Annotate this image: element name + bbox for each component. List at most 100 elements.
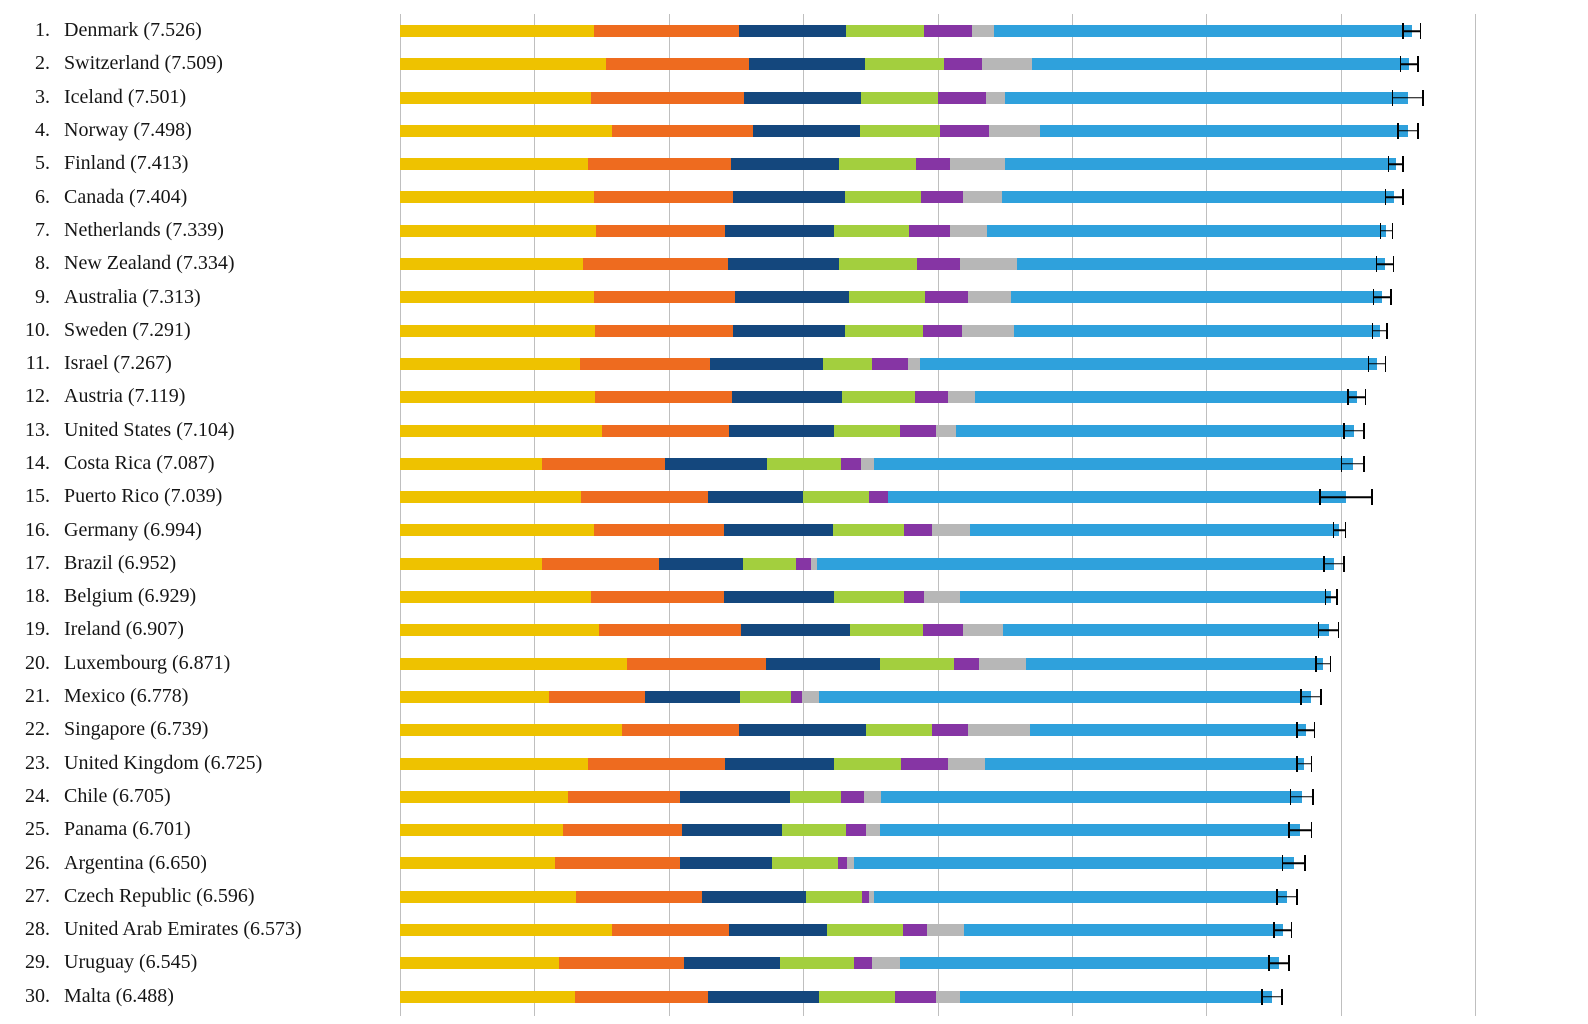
bar-plot-area: [400, 447, 1475, 480]
country-label: United Kingdom (6.725): [64, 752, 400, 775]
bar-segment: [790, 791, 841, 803]
error-bar: [1290, 789, 1314, 805]
bar-segment: [780, 957, 854, 969]
rank-number: 9.: [0, 286, 64, 309]
bar-segment: [400, 25, 594, 37]
bar-segment: [968, 291, 1011, 303]
stacked-bar: [400, 524, 1339, 536]
bar-segment: [1005, 92, 1408, 104]
bar-segment: [1017, 258, 1385, 270]
bar-segment: [1040, 125, 1408, 137]
stacked-bar: [400, 491, 1346, 503]
bar-segment: [904, 524, 932, 536]
bar-segment: [989, 125, 1040, 137]
bar-segment: [732, 391, 842, 403]
bar-segment: [767, 458, 841, 470]
country-label: Singapore (6.739): [64, 718, 400, 741]
bar-plot-area: [400, 147, 1475, 180]
bar-segment: [733, 191, 845, 203]
bar-plot-area: [400, 47, 1475, 80]
bar-segment: [864, 791, 881, 803]
bar-plot-area: [400, 414, 1475, 447]
bar-segment: [400, 691, 549, 703]
bar-segment: [400, 924, 612, 936]
country-label: Denmark (7.526): [64, 19, 400, 42]
bar-segment: [400, 391, 595, 403]
error-bar: [1372, 323, 1388, 339]
bar-segment: [960, 258, 1016, 270]
bar-segment: [400, 558, 542, 570]
rank-number: 11.: [0, 352, 64, 375]
error-bar: [1400, 56, 1419, 72]
bar-segment: [841, 791, 864, 803]
country-row: 25.Panama (6.701): [0, 813, 1588, 846]
bar-segment: [964, 924, 1282, 936]
bar-segment: [932, 724, 968, 736]
bar-segment: [927, 924, 965, 936]
country-row: 1.Denmark (7.526): [0, 14, 1588, 47]
bar-segment: [708, 491, 803, 503]
rank-number: 16.: [0, 519, 64, 542]
error-bar: [1341, 456, 1365, 472]
country-label: Germany (6.994): [64, 519, 400, 542]
bar-segment: [834, 225, 909, 237]
bar-plot-area: [400, 14, 1475, 47]
bar-plot-area: [400, 846, 1475, 879]
country-label: Austria (7.119): [64, 385, 400, 408]
bar-plot-area: [400, 480, 1475, 513]
bar-plot-area: [400, 580, 1475, 613]
bar-segment: [948, 391, 975, 403]
bar-segment: [834, 758, 901, 770]
bar-segment: [588, 158, 730, 170]
error-bar: [1300, 689, 1322, 705]
error-bar: [1333, 522, 1346, 538]
rank-number: 1.: [0, 19, 64, 42]
bar-segment: [400, 824, 563, 836]
bar-segment: [594, 191, 734, 203]
bar-plot-area: [400, 880, 1475, 913]
bar-segment: [400, 758, 588, 770]
bar-segment: [602, 425, 730, 437]
country-label: Czech Republic (6.596): [64, 885, 400, 908]
bar-segment: [400, 991, 575, 1003]
bar-segment: [724, 591, 834, 603]
bar-segment: [986, 92, 1005, 104]
bar-segment: [542, 558, 659, 570]
bar-segment: [400, 191, 594, 203]
country-row: 14.Costa Rica (7.087): [0, 447, 1588, 480]
error-bar: [1276, 889, 1298, 905]
stacked-bar: [400, 358, 1377, 370]
country-row: 9.Australia (7.313): [0, 280, 1588, 313]
bar-segment: [916, 158, 950, 170]
bar-segment: [749, 58, 865, 70]
bar-segment: [950, 225, 988, 237]
bar-segment: [819, 991, 894, 1003]
country-row: 15.Puerto Rico (7.039): [0, 480, 1588, 513]
stacked-bar: [400, 391, 1357, 403]
country-row: 3.Iceland (7.501): [0, 81, 1588, 114]
bar-segment: [400, 58, 606, 70]
rank-number: 6.: [0, 186, 64, 209]
rank-number: 5.: [0, 152, 64, 175]
bar-segment: [963, 624, 1003, 636]
country-label: Israel (7.267): [64, 352, 400, 375]
bar-segment: [850, 624, 923, 636]
country-row: 20.Luxembourg (6.871): [0, 647, 1588, 680]
country-row: 19.Ireland (6.907): [0, 613, 1588, 646]
bar-segment: [400, 225, 596, 237]
bar-segment: [791, 691, 802, 703]
bar-segment: [400, 258, 583, 270]
stacked-bar: [400, 92, 1408, 104]
bar-segment: [861, 458, 874, 470]
country-row: 5.Finland (7.413): [0, 147, 1588, 180]
bar-segment: [743, 558, 797, 570]
stacked-bar: [400, 891, 1287, 903]
bar-segment: [936, 991, 960, 1003]
bar-segment: [772, 857, 838, 869]
bar-plot-area: [400, 747, 1475, 780]
bar-segment: [960, 591, 1331, 603]
error-bar: [1296, 756, 1312, 772]
bar-segment: [542, 458, 664, 470]
bar-segment: [645, 691, 740, 703]
bar-segment: [400, 591, 591, 603]
